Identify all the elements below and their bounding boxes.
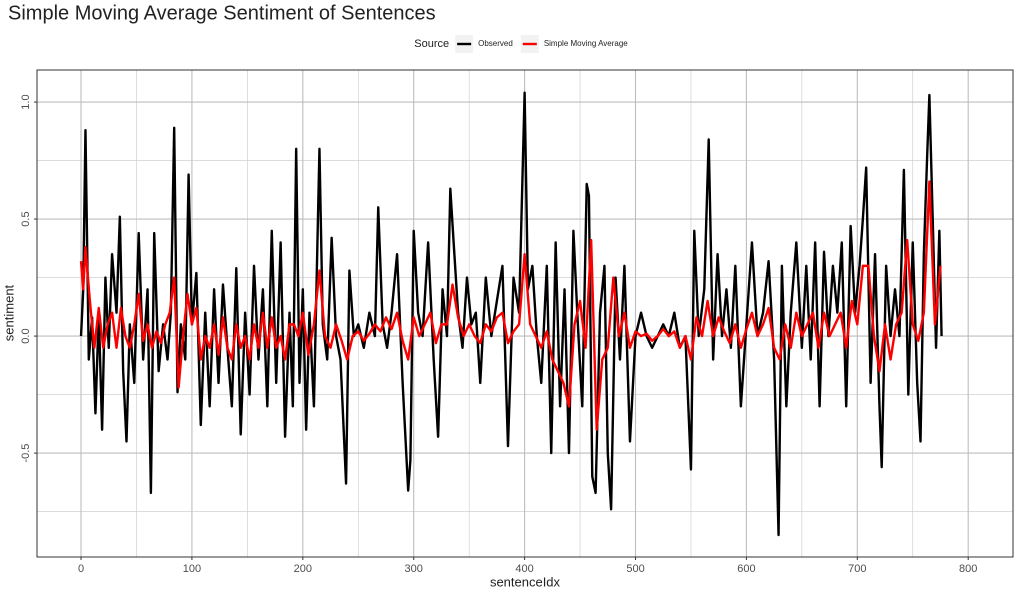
y-axis-label: sentiment	[1, 284, 16, 341]
x-tick-label: 0	[78, 563, 84, 575]
legend-label: Simple Moving Average	[544, 39, 628, 48]
x-tick-label: 300	[405, 563, 423, 575]
x-tick-label: 100	[183, 563, 201, 575]
legend: Source Observed Simple Moving Average	[414, 35, 628, 53]
legend-title: Source	[414, 38, 449, 50]
y-tick-label: 1.0	[20, 94, 32, 109]
series-line	[79, 180, 942, 431]
x-tick-label: 500	[626, 563, 644, 575]
chart-title: Simple Moving Average Sentiment of Sente…	[8, 2, 436, 24]
y-tick-label: 0.0	[20, 328, 32, 343]
x-tick-label: 700	[848, 563, 866, 575]
series-line	[79, 91, 943, 537]
x-tick-label: 200	[294, 563, 312, 575]
x-tick-label: 600	[737, 563, 755, 575]
x-axis-label: sentenceIdx	[490, 574, 561, 589]
y-tick-label: 0.5	[20, 211, 32, 226]
x-tick-label: 400	[515, 563, 533, 575]
x-tick-label: 800	[959, 563, 977, 575]
y-tick-label: -0.5	[20, 444, 32, 463]
legend-label: Observed	[478, 39, 513, 48]
panel-border	[36, 69, 1014, 558]
